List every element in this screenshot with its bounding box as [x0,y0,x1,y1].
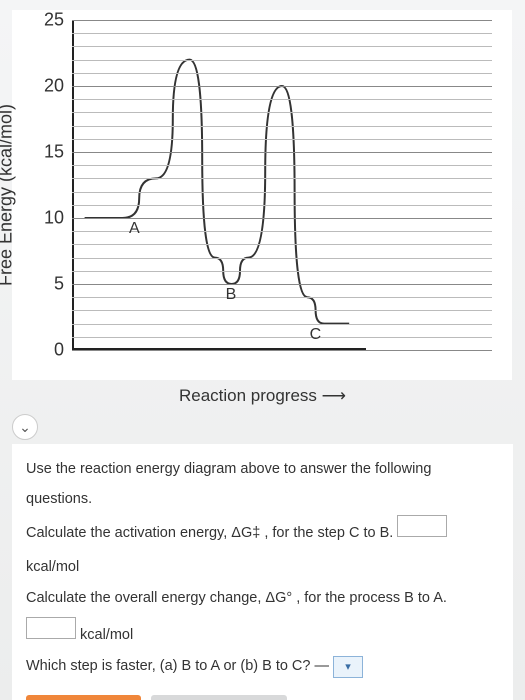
marker-b: B [226,286,237,304]
marker-c: C [310,326,322,344]
question-1: Calculate the activation energy, ΔG‡ , f… [26,515,499,583]
q3-select[interactable]: ▾ [333,656,363,678]
question-2: Calculate the overall energy change, ΔG°… [26,583,499,651]
q1-text: Calculate the activation energy, ΔG‡ , f… [26,518,393,548]
y-tick-label: 0 [54,340,72,361]
energy-diagram: Free Energy (kcal/mol) 0510152025ABC [12,10,512,380]
button-row: Submit Answer Retry Entire Group 6 more … [26,695,499,700]
energy-curve [72,20,492,350]
plot-region: 0510152025ABC [72,20,492,350]
questions-panel: Use the reaction energy diagram above to… [12,444,513,700]
marker-a: A [129,220,140,238]
submit-button[interactable]: Submit Answer [26,695,141,700]
y-axis-label: Free Energy (kcal/mol) [0,104,17,286]
y-tick-label: 15 [44,142,72,163]
q3-text: Which step is faster, (a) B to A or (b) … [26,651,310,681]
q2-unit: kcal/mol [80,620,133,650]
q2-text: Calculate the overall energy change, ΔG°… [26,583,447,613]
question-3: Which step is faster, (a) B to A or (b) … [26,651,499,681]
y-tick-label: 20 [44,76,72,97]
q1-unit: kcal/mol [26,552,79,582]
y-tick-label: 5 [54,274,72,295]
y-tick-label: 10 [44,208,72,229]
chevron-down-icon: ⌄ [19,419,31,436]
question-intro: Use the reaction energy diagram above to… [26,454,499,515]
q1-input[interactable] [397,515,447,537]
retry-button[interactable]: Retry Entire Group [151,695,287,700]
y-tick-label: 25 [44,10,72,31]
x-axis-label: Reaction progress ⟶ [12,386,513,406]
q2-input[interactable] [26,617,76,639]
collapse-button[interactable]: ⌄ [12,414,38,440]
